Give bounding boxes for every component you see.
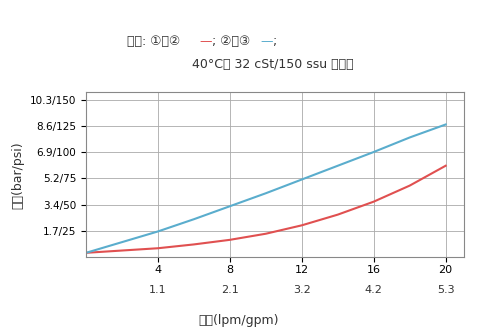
- Text: —: —: [261, 35, 273, 48]
- Text: 流量(lpm/gpm): 流量(lpm/gpm): [199, 314, 279, 327]
- Text: 40°C时 32 cSt/150 ssu 的油液: 40°C时 32 cSt/150 ssu 的油液: [192, 58, 353, 71]
- Text: 5.3: 5.3: [437, 285, 455, 295]
- Text: —: —: [200, 35, 212, 48]
- Text: 3.2: 3.2: [293, 285, 311, 295]
- Text: 压降: ①到②: 压降: ①到②: [127, 35, 184, 48]
- Text: 1.1: 1.1: [149, 285, 167, 295]
- Text: ;: ;: [273, 35, 277, 48]
- Text: ; ②到③: ; ②到③: [212, 35, 254, 48]
- Y-axis label: 压降(bar/psi): 压降(bar/psi): [11, 141, 24, 209]
- Text: 4.2: 4.2: [365, 285, 383, 295]
- Text: 2.1: 2.1: [221, 285, 239, 295]
